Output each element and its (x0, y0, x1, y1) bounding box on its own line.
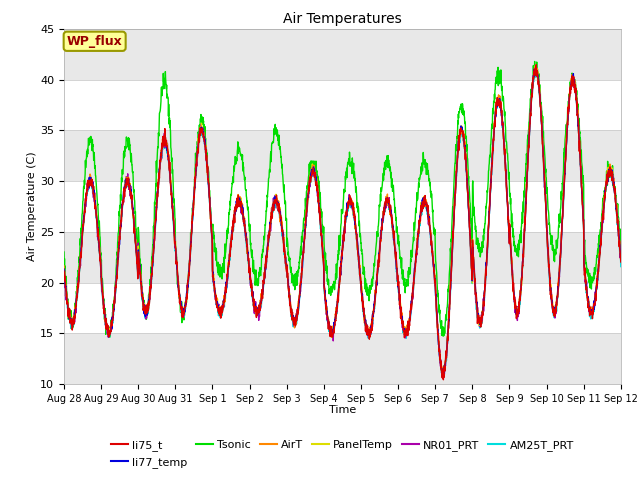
Bar (64, 130, 621, 181)
Bar (64, 29, 621, 80)
Legend: li75_t, li77_temp, Tsonic, AirT, PanelTemp, NR01_PRT, AM25T_PRT: li75_t, li77_temp, Tsonic, AirT, PanelTe… (107, 436, 578, 472)
Title: Air Temperatures: Air Temperatures (283, 12, 402, 26)
Bar (64, 232, 621, 283)
Y-axis label: Air Temperature (C): Air Temperature (C) (28, 152, 37, 261)
Bar (64, 333, 621, 384)
Text: WP_flux: WP_flux (67, 35, 122, 48)
X-axis label: Time: Time (329, 405, 356, 415)
